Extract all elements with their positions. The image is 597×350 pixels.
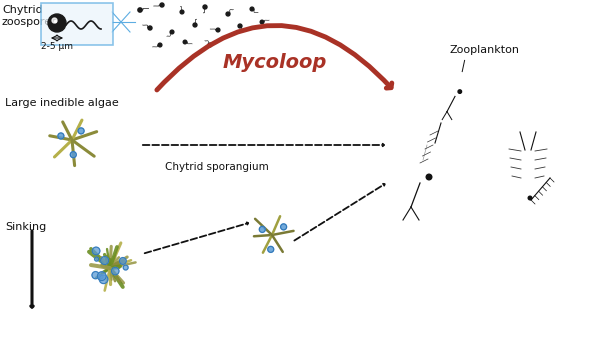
Circle shape <box>281 224 287 230</box>
Circle shape <box>78 128 84 134</box>
Circle shape <box>138 8 142 12</box>
Text: Mycoloop: Mycoloop <box>223 52 327 71</box>
Circle shape <box>180 10 184 14</box>
Circle shape <box>183 40 187 44</box>
Circle shape <box>119 258 126 264</box>
Circle shape <box>99 275 108 284</box>
Circle shape <box>238 24 242 28</box>
Text: 2-5 μm: 2-5 μm <box>41 42 73 51</box>
Circle shape <box>94 257 99 261</box>
Circle shape <box>70 152 76 158</box>
Circle shape <box>160 3 164 7</box>
Circle shape <box>208 43 212 47</box>
Circle shape <box>528 196 532 200</box>
Circle shape <box>260 20 264 24</box>
FancyArrowPatch shape <box>157 26 392 90</box>
Circle shape <box>52 18 57 23</box>
Circle shape <box>170 30 174 34</box>
Circle shape <box>58 133 64 139</box>
Circle shape <box>158 43 162 47</box>
Circle shape <box>54 21 57 22</box>
Text: Sinking: Sinking <box>5 222 46 232</box>
Circle shape <box>250 7 254 11</box>
Circle shape <box>101 257 109 265</box>
Circle shape <box>123 265 128 270</box>
Circle shape <box>203 5 207 9</box>
Circle shape <box>92 272 99 279</box>
Circle shape <box>458 90 461 93</box>
Circle shape <box>259 226 265 232</box>
Circle shape <box>112 267 119 275</box>
FancyBboxPatch shape <box>41 3 113 45</box>
Circle shape <box>93 247 100 255</box>
Circle shape <box>426 174 432 180</box>
Circle shape <box>193 23 197 27</box>
Circle shape <box>99 275 103 279</box>
Circle shape <box>148 26 152 30</box>
Circle shape <box>226 12 230 16</box>
Text: Chytrid sporangium: Chytrid sporangium <box>165 162 269 172</box>
Circle shape <box>48 14 66 32</box>
Circle shape <box>97 272 106 281</box>
Circle shape <box>216 28 220 32</box>
Text: Large inedible algae: Large inedible algae <box>5 98 119 108</box>
Text: Chytrid
zoospores: Chytrid zoospores <box>2 5 58 27</box>
Circle shape <box>267 246 274 252</box>
Text: Zooplankton: Zooplankton <box>450 45 520 55</box>
